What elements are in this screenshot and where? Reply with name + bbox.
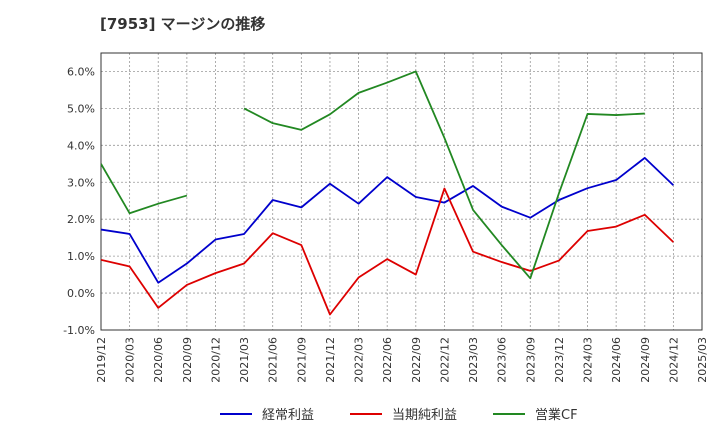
plot-border [100,52,703,331]
x-tick-label: 2022/12 [438,337,451,383]
x-tick-label: 2021/09 [295,337,308,383]
y-tick-label: 5.0% [67,102,95,115]
x-tick-label: 2020/06 [152,337,165,383]
plot-area: -1.0% 0.0% 1.0% 2.0% 3.0% 4.0% 5.0% 6.0% 2019/12… [63,52,709,383]
x-tick-label: 2020/03 [124,337,137,383]
x-tick-label: 2024/06 [610,337,623,383]
y-tick-label: 0.0% [67,287,95,300]
chart-title: [7953] マージンの推移 [100,15,265,33]
x-tick-label: 2024/03 [582,337,595,383]
y-tick-label: 6.0% [67,65,95,78]
x-tick-label: 2023/12 [553,337,566,383]
x-tick-label: 2019/12 [95,337,108,383]
y-tick-label: -1.0% [63,324,95,337]
legend-label: 当期純利益 [392,408,457,423]
legend: 経常利益 当期純利益 営業CF [220,407,578,423]
x-tick-label: 2020/12 [209,337,222,383]
y-tick-label: 2.0% [67,213,95,226]
x-tick-label: 2021/03 [238,337,251,383]
x-tick-label: 2021/06 [267,337,280,383]
series-line-2 [101,187,675,316]
y-tick-label: 1.0% [67,250,95,263]
x-tick-label: 2023/03 [467,337,480,383]
plot-background [101,53,702,330]
legend-label: 営業CF [535,407,578,423]
legend-label: 経常利益 [262,408,314,423]
series-line-1 [101,156,675,284]
x-tick-label: 2024/12 [667,337,680,383]
x-tick-label: 2022/09 [410,337,423,383]
y-tick-label: 3.0% [67,176,95,189]
x-tick-label: 2022/06 [381,337,394,383]
x-tick-label: 2025/03 [696,337,709,383]
y-tick-label: 4.0% [67,139,95,152]
x-tick-label: 2024/09 [639,337,652,383]
x-tick-label: 2023/09 [524,337,537,383]
x-tick-label: 2020/09 [181,337,194,383]
x-tick-label: 2022/03 [353,337,366,383]
x-tick-label: 2023/06 [496,337,509,383]
x-tick-label: 2021/12 [324,337,337,383]
series-line-3 [101,70,645,280]
